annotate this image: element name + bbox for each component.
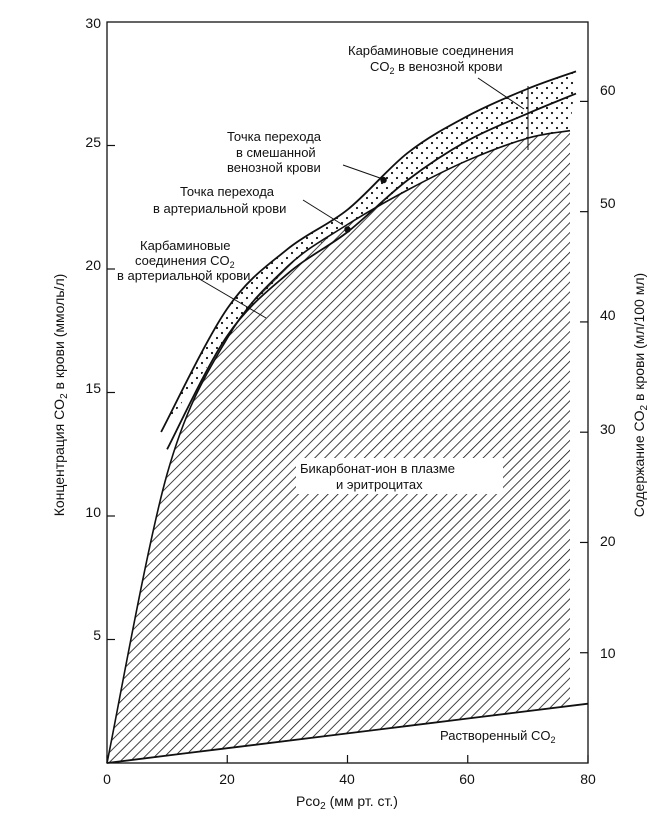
label-dissolved-co2: Растворенный CO2 bbox=[440, 728, 555, 745]
y-right-axis-title: Содержание CO2 в крови (мл/100 мл) bbox=[631, 273, 650, 517]
x-tick-80: 80 bbox=[580, 771, 596, 787]
y-right-tick-40: 40 bbox=[600, 307, 616, 323]
leader-venous-carbamino bbox=[477, 77, 525, 110]
label-arterial-carbamino-3: в артериальной крови bbox=[117, 268, 250, 283]
x-tick-60: 60 bbox=[459, 771, 475, 787]
leader-arterial-carbamino bbox=[195, 276, 267, 319]
label-bicarbonate-1: Бикарбонат-ион в плазме bbox=[300, 461, 455, 476]
y-left-tick-5: 5 bbox=[93, 627, 101, 643]
venous-carbamino-line bbox=[160, 70, 577, 433]
arterial-transition-point bbox=[344, 226, 351, 233]
label-mixed-point-1: Точка перехода bbox=[227, 129, 322, 144]
y-right-tick-20: 20 bbox=[600, 533, 616, 549]
arterial-carbamino-line bbox=[166, 92, 577, 450]
label-bicarbonate-2: и эритроцитах bbox=[336, 477, 423, 492]
y-right-tick-50: 50 bbox=[600, 195, 616, 211]
x-tick-40: 40 bbox=[339, 771, 355, 787]
dissolved-co2-line bbox=[106, 702, 589, 764]
label-venous-carbamino-1: Карбаминовые соединения bbox=[348, 43, 514, 58]
label-mixed-point-3: венозной крови bbox=[227, 160, 321, 175]
y-left-tick-15: 15 bbox=[85, 380, 101, 396]
label-bicarbonate-bg bbox=[296, 458, 503, 494]
y-left-tick-25: 25 bbox=[85, 134, 101, 150]
y-right-tick-60: 60 bbox=[600, 82, 616, 98]
label-venous-carbamino-2: CO2 в венозной крови bbox=[370, 59, 502, 76]
leader-mixed-point bbox=[342, 164, 381, 179]
mixed-venous-transition-point bbox=[380, 176, 387, 184]
x-axis-title: Pco2 (мм рт. ст.) bbox=[296, 793, 398, 812]
label-arterial-carbamino-1: Карбаминовые bbox=[140, 238, 231, 253]
label-arterial-point-2: в артериальной крови bbox=[153, 201, 286, 216]
y-left-tick-20: 20 bbox=[85, 257, 101, 273]
bicarbonate-line bbox=[106, 129, 571, 764]
y-left-tick-10: 10 bbox=[85, 504, 101, 520]
label-mixed-point-2: в смешанной bbox=[236, 145, 316, 160]
bicarbonate-area bbox=[107, 130, 570, 763]
carbamino-band bbox=[161, 71, 576, 433]
label-arterial-carbamino-2: соединения CO2 bbox=[135, 253, 235, 270]
y-right-tick-30: 30 bbox=[600, 421, 616, 437]
leader-arterial-point bbox=[302, 199, 344, 226]
y-left-axis-title: Концентрация CO2 в крови (ммоль/л) bbox=[51, 274, 70, 517]
x-tick-0: 0 bbox=[103, 771, 111, 787]
y-left-tick-30: 30 bbox=[85, 15, 101, 31]
label-arterial-point-1: Точка перехода bbox=[180, 184, 275, 199]
x-tick-20: 20 bbox=[219, 771, 235, 787]
tick-marks bbox=[106, 100, 589, 763]
y-right-tick-10: 10 bbox=[600, 645, 616, 661]
